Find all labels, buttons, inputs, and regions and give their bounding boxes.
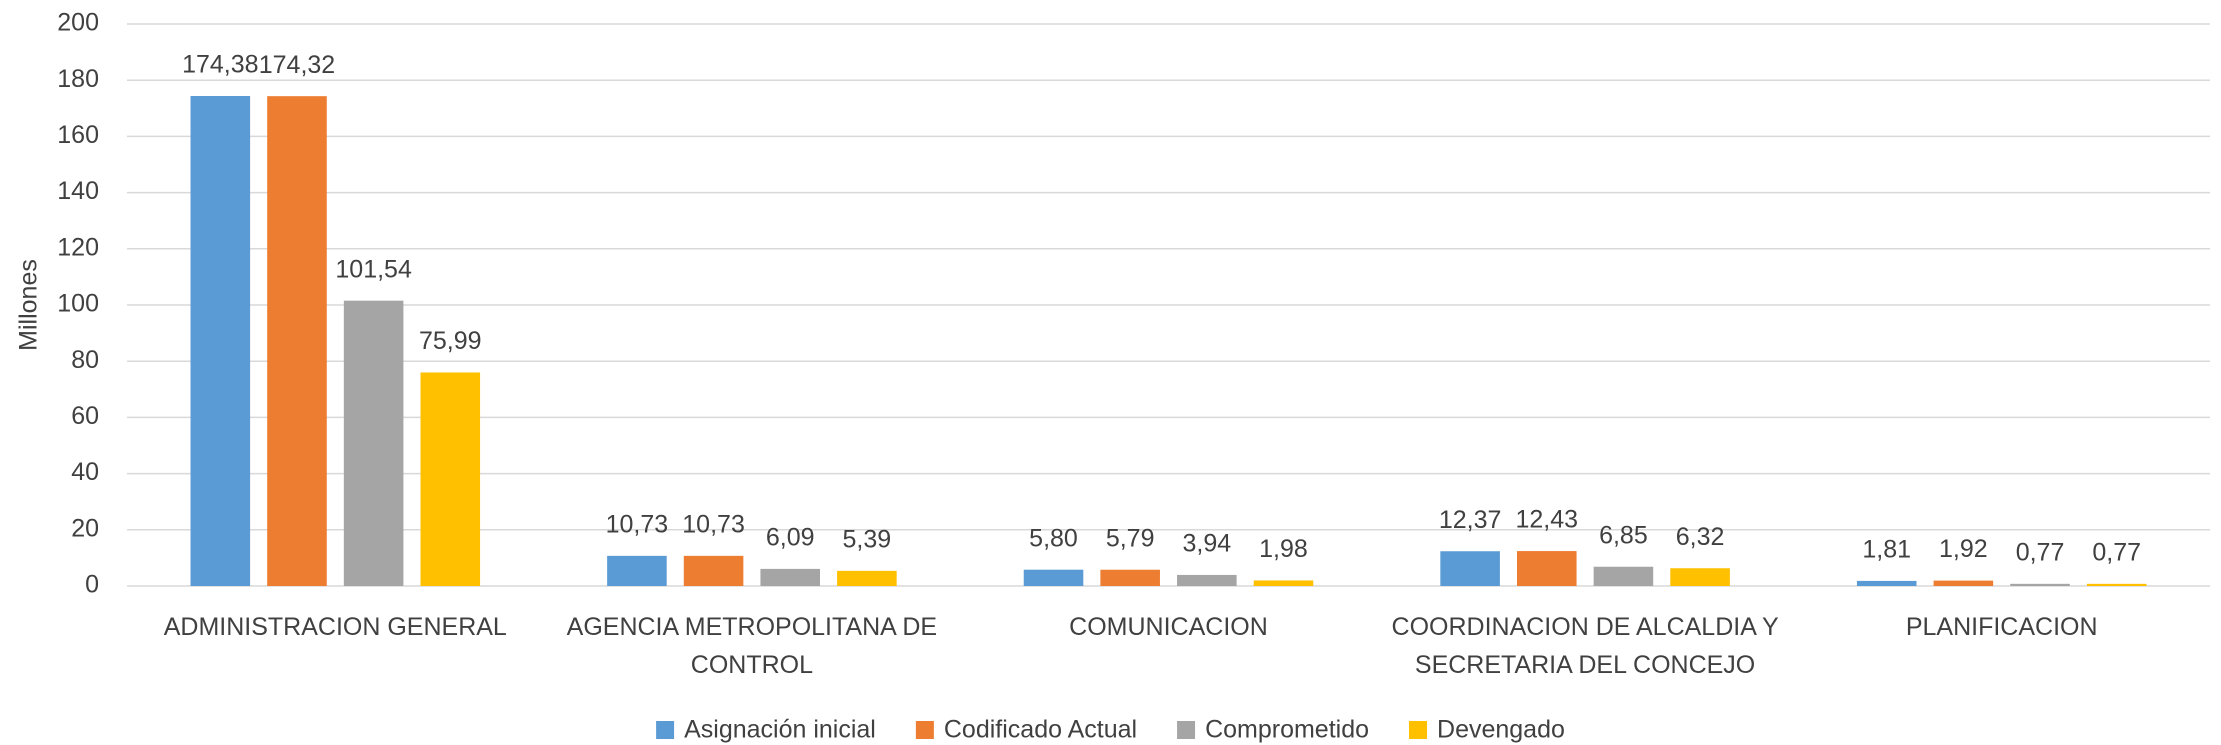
data-label: 6,85 (1599, 521, 1648, 549)
y-tick-label: 80 (71, 346, 99, 374)
legend-swatch (656, 721, 675, 739)
data-label: 0,77 (2092, 538, 2141, 566)
bar (1516, 551, 1577, 586)
y-tick-label: 0 (85, 571, 99, 599)
data-label: 0,77 (2016, 538, 2065, 566)
bar (190, 95, 251, 587)
legend-label: Comprometido (1205, 716, 1369, 744)
legend-swatch (1409, 721, 1428, 739)
bar (1593, 566, 1654, 586)
y-tick-label: 60 (71, 402, 99, 430)
y-tick-label: 120 (57, 233, 99, 261)
legend-swatch (915, 721, 934, 739)
data-label: 3,94 (1182, 530, 1231, 558)
data-label: 174,32 (259, 51, 335, 79)
bar (837, 570, 897, 586)
bar (2086, 583, 2147, 586)
legend-label: Devengado (1437, 716, 1565, 744)
y-tick-label: 140 (57, 177, 99, 205)
bar (1023, 569, 1084, 586)
bar (2010, 583, 2070, 586)
bar (1100, 569, 1160, 586)
data-label: 5,79 (1106, 524, 1155, 552)
data-label: 6,32 (1676, 523, 1725, 551)
data-label: 174,38 (182, 51, 258, 79)
legend-label: Asignación inicial (684, 716, 876, 744)
y-tick-label: 180 (57, 65, 99, 93)
data-label: 1,92 (1939, 535, 1988, 563)
legend-swatch (1177, 721, 1196, 739)
data-label: 12,37 (1439, 506, 1502, 534)
y-tick-label: 20 (71, 514, 99, 542)
bar (760, 568, 821, 586)
y-tick-label: 160 (57, 121, 99, 149)
bar (420, 372, 481, 586)
bar (267, 96, 327, 586)
y-axis-label: Millones (15, 259, 43, 351)
x-tick-label: ADMINISTRACION GENERAL (163, 613, 507, 641)
x-tick-label: COMUNICACION (1069, 613, 1268, 641)
data-label: 10,73 (682, 510, 745, 538)
bar (1440, 551, 1500, 586)
bar (1670, 568, 1730, 586)
y-tick-label: 200 (57, 9, 99, 37)
data-label: 1,81 (1862, 536, 1911, 564)
data-label: 101,54 (335, 255, 412, 283)
data-label: 5,39 (843, 525, 892, 553)
y-tick-label: 100 (57, 290, 99, 318)
x-tick-label: COORDINACION DE ALCALDIA Y SECRETARIA DE… (1391, 613, 1779, 679)
x-tick-label: AGENCIA METROPOLITANA DE CONTROL (566, 613, 938, 679)
data-label: 12,43 (1515, 506, 1578, 534)
data-label: 75,99 (419, 327, 482, 355)
data-label: 1,98 (1259, 535, 1308, 563)
x-tick-label: PLANIFICACION (1905, 613, 2098, 641)
bar (343, 300, 404, 586)
data-label: 10,73 (606, 510, 669, 538)
data-label: 5,80 (1029, 524, 1078, 552)
bar (1856, 580, 1917, 586)
legend-label: Codificado Actual (944, 716, 1137, 744)
bar (1177, 574, 1237, 586)
bar (1253, 580, 1314, 586)
data-label: 6,09 (766, 523, 815, 551)
bar (607, 555, 667, 586)
y-tick-label: 40 (71, 458, 99, 486)
bar (683, 555, 744, 586)
bar (1933, 580, 1994, 586)
